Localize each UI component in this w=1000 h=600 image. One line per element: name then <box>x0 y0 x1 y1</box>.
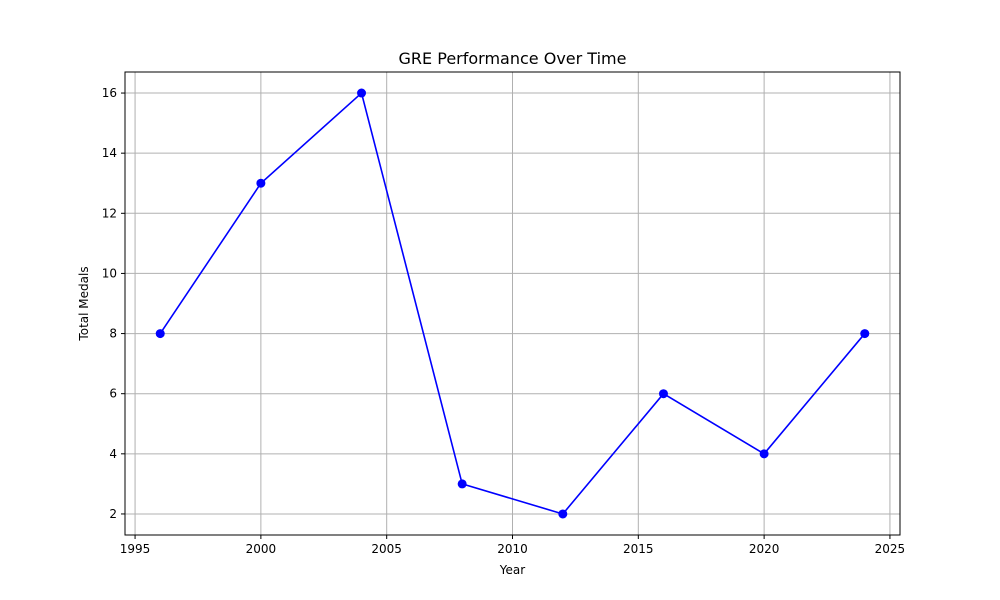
x-tick-label: 2015 <box>623 542 654 556</box>
y-axis-title: Total Medals <box>77 266 91 341</box>
x-tick-label: 1995 <box>120 542 151 556</box>
data-point <box>558 509 568 519</box>
y-tick-label: 6 <box>109 387 117 401</box>
y-axis: 2 4 6 8 10 12 14 16 <box>102 86 125 521</box>
x-tick-label: 2025 <box>875 542 906 556</box>
x-axis: 1995 2000 2005 2010 2015 2020 2025 <box>120 535 905 556</box>
data-point <box>357 88 367 98</box>
y-tick-label: 16 <box>102 86 117 100</box>
series-line <box>159 91 866 515</box>
y-tick-label: 10 <box>102 266 117 280</box>
grid <box>125 72 900 535</box>
y-tick-label: 14 <box>102 146 117 160</box>
x-tick-label: 2000 <box>246 542 277 556</box>
data-point <box>860 329 870 339</box>
x-tick-label: 2005 <box>371 542 402 556</box>
series-layer <box>155 88 870 519</box>
chart-title: GRE Performance Over Time <box>399 49 627 68</box>
x-axis-title: Year <box>499 563 525 577</box>
data-point <box>256 178 266 188</box>
y-tick-label: 2 <box>109 507 117 521</box>
y-tick-label: 8 <box>109 327 117 341</box>
x-tick-label: 2010 <box>497 542 528 556</box>
x-tick-label: 2020 <box>749 542 780 556</box>
data-point <box>457 479 467 489</box>
data-point <box>155 329 165 339</box>
y-tick-label: 4 <box>109 447 117 461</box>
y-tick-label: 12 <box>102 206 117 220</box>
data-point <box>759 449 769 459</box>
data-point <box>658 389 668 399</box>
